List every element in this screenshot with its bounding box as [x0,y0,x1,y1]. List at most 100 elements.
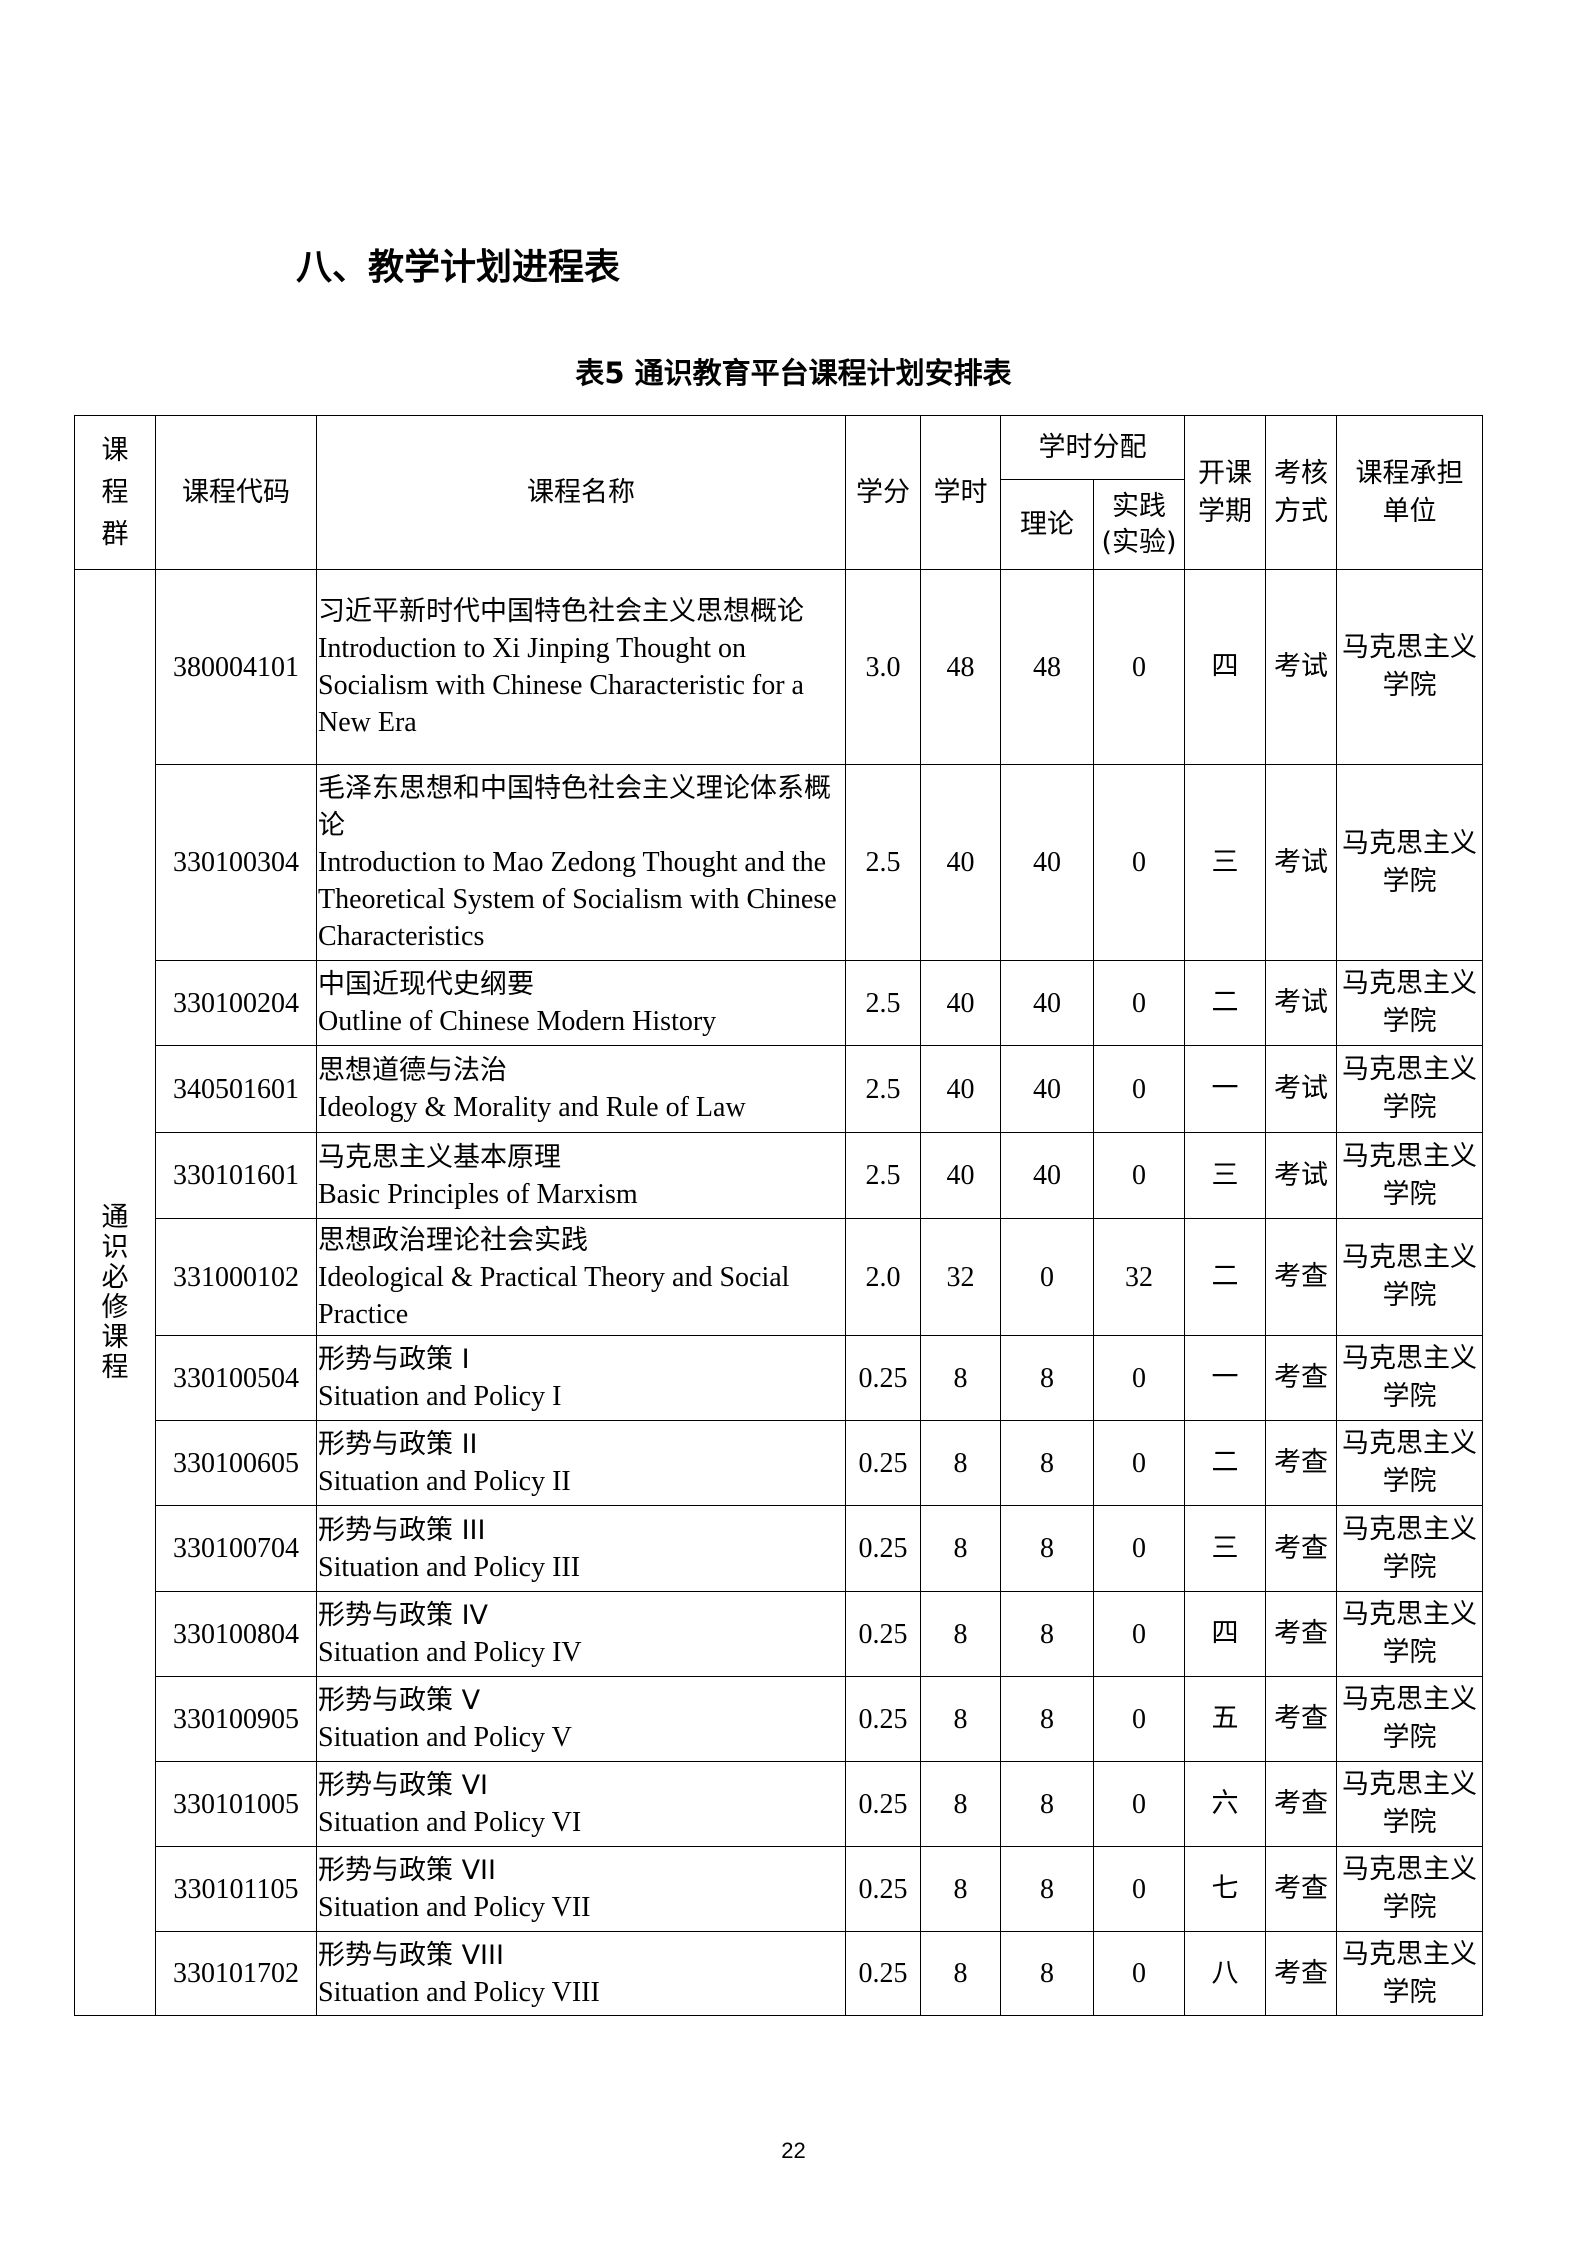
department: 马克思主义学院 [1336,1045,1483,1133]
department: 马克思主义学院 [1336,1420,1483,1506]
department: 马克思主义学院 [1336,1591,1483,1677]
course-name: 形势与政策 I Situation and Policy I [316,1335,846,1421]
hours: 8 [920,1761,1001,1847]
department: 马克思主义学院 [1336,764,1483,961]
hours: 40 [920,960,1001,1046]
exam-type: 考查 [1265,1420,1337,1506]
hours: 8 [920,1676,1001,1762]
table-row: 330101005 形势与政策 VI Situation and Policy VI… [75,1761,1483,1847]
exam-type: 考试 [1265,764,1337,961]
practice-hours: 0 [1093,1505,1185,1592]
theory-hours: 40 [1000,1132,1094,1219]
course-name-zh: 形势与政策 V [318,1685,481,1716]
department: 马克思主义学院 [1336,1761,1483,1847]
theory-hours: 8 [1000,1505,1094,1592]
course-name: 中国近现代史纲要 Outline of Chinese Modern Histor… [316,960,846,1046]
practice-hours: 0 [1093,764,1185,961]
table-row: 330100605 形势与政策 II Situation and Policy II… [75,1420,1483,1506]
credits: 0.25 [845,1846,921,1932]
course-name: 思想政治理论社会实践 Ideological & Practical Theory… [316,1218,846,1336]
course-name-zh: 形势与政策 VIII [318,1939,504,1971]
course-name: 习近平新时代中国特色社会主义思想概论 Introduction to Xi Jin… [316,569,846,765]
semester: 三 [1184,1505,1266,1592]
exam-type: 考查 [1265,1846,1337,1932]
department: 马克思主义学院 [1336,1335,1483,1421]
practice-hours: 32 [1093,1218,1185,1336]
semester: 三 [1184,1132,1266,1219]
semester: 一 [1184,1335,1266,1421]
semester: 二 [1184,1218,1266,1336]
table-row: 330100704 形势与政策 III Situation and Policy I… [75,1505,1483,1592]
exam-type: 考查 [1265,1335,1337,1421]
table-row: 330100304 毛泽东思想和中国特色社会主义理论体系概论 Introductio… [75,764,1483,961]
header-hours-split: 学时分配 [1000,415,1185,480]
practice-hours: 0 [1093,1132,1185,1219]
department: 马克思主义学院 [1336,569,1483,765]
hours: 8 [920,1505,1001,1592]
header-dept: 课程承担单位 [1336,415,1483,570]
course-name-en: Situation and Policy VI [318,1807,582,1838]
semester: 四 [1184,569,1266,765]
exam-type: 考查 [1265,1591,1337,1677]
course-name: 形势与政策 VI Situation and Policy VI [316,1761,846,1847]
course-code: 330101601 [155,1132,317,1219]
course-name-zh: 形势与政策 VI [318,1770,489,1801]
exam-type: 考查 [1265,1505,1337,1592]
course-name-en: Situation and Policy I [318,1381,562,1412]
header-semester: 开课学期 [1184,415,1266,570]
hours: 40 [920,1132,1001,1219]
credits: 3.0 [845,569,921,765]
course-code: 330100204 [155,960,317,1046]
section-title: 八、教学计划进程表 [296,247,621,288]
semester: 三 [1184,764,1266,961]
hours: 8 [920,1931,1001,2016]
table-row: 330100204 中国近现代史纲要 Outline of Chinese Mode… [75,960,1483,1046]
course-name-en: Situation and Policy IV [318,1637,582,1668]
department: 马克思主义学院 [1336,1505,1483,1592]
table-row: 330100504 形势与政策 I Situation and Policy I 0.… [75,1335,1483,1421]
hours: 8 [920,1420,1001,1506]
exam-type: 考查 [1265,1676,1337,1762]
hours: 40 [920,764,1001,961]
hours: 40 [920,1045,1001,1133]
table-caption: 表5 通识教育平台课程计划安排表 [575,356,1012,390]
header-exam: 考核方式 [1265,415,1337,570]
course-name: 形势与政策 V Situation and Policy V [316,1676,846,1762]
course-name-zh: 习近平新时代中国特色社会主义思想概论 [318,596,804,627]
course-name-en: Situation and Policy VIII [318,1976,600,2008]
theory-hours: 8 [1000,1591,1094,1677]
course-code: 330100704 [155,1505,317,1592]
hours: 8 [920,1335,1001,1421]
theory-hours: 40 [1000,764,1094,961]
course-code: 330100804 [155,1591,317,1677]
theory-hours: 8 [1000,1335,1094,1421]
practice-hours: 0 [1093,1335,1185,1421]
theory-hours: 48 [1000,569,1094,765]
credits: 2.5 [845,1132,921,1219]
header-theory: 理论 [1000,479,1094,570]
department: 马克思主义学院 [1336,1218,1483,1336]
course-name-en: Outline of Chinese Modern History [318,1006,717,1037]
exam-type: 考查 [1265,1218,1337,1336]
course-name: 思想道德与法治 Ideology & Morality and Rule of L… [316,1045,846,1133]
course-name-zh: 毛泽东思想和中国特色社会主义理论体系概论 [318,773,831,841]
credits: 2.5 [845,764,921,961]
hours: 32 [920,1218,1001,1336]
course-name-en: Situation and Policy V [318,1722,572,1753]
table-row: 330101601 马克思主义基本原理 Basic Principles of Ma… [75,1132,1483,1219]
hours: 48 [920,569,1001,765]
course-code: 330100605 [155,1420,317,1506]
table-body: 通识必修课程 380004101 习近平新时代中国特色社会主义思想概论 Introdu… [74,569,1483,2016]
course-name-en: Introduction to Xi Jinping Thought on So… [318,633,804,738]
course-code: 330101702 [155,1931,317,2016]
course-name-en: Introduction to Mao Zedong Thought and t… [318,847,837,952]
course-code: 330100304 [155,764,317,961]
course-name-zh: 形势与政策 VII [318,1855,496,1886]
practice-hours: 0 [1093,1761,1185,1847]
course-name-en: Basic Principles of Marxism [318,1178,638,1210]
course-name-en: Situation and Policy III [318,1551,581,1583]
course-name: 形势与政策 III Situation and Policy III [316,1505,846,1592]
course-name-zh: 思想道德与法治 [318,1055,507,1086]
header-code: 课程代码 [155,415,317,570]
course-name: 毛泽东思想和中国特色社会主义理论体系概论 Introduction to Mao … [316,764,846,961]
